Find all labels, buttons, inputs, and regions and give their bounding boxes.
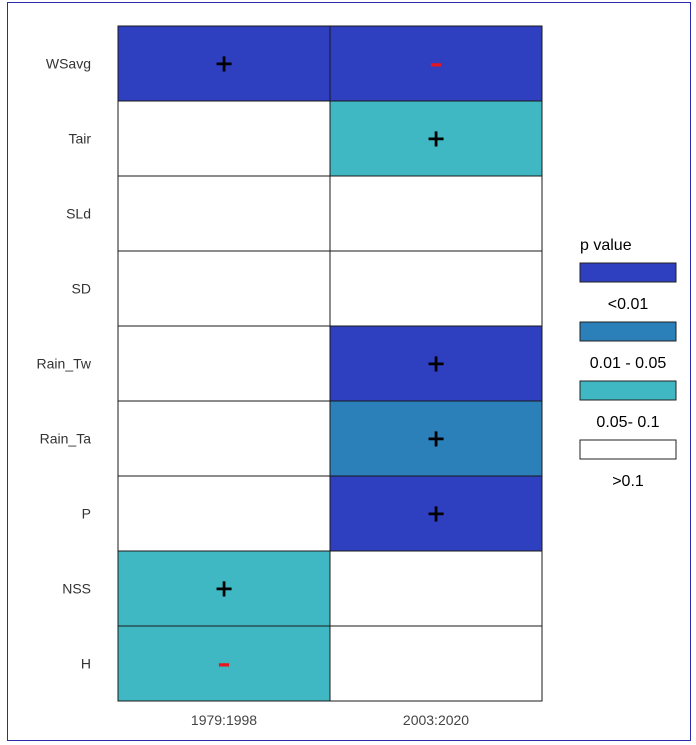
heatmap-cell [117, 400, 331, 477]
heatmap-cell [117, 475, 331, 552]
row-label: P [82, 506, 91, 522]
plus-sign: + [426, 125, 446, 153]
row-label: SD [72, 281, 91, 297]
minus-sign: – [430, 49, 443, 79]
heatmap-cell [329, 25, 543, 102]
legend-swatch [579, 262, 677, 283]
legend-label: 0.01 - 0.05 [590, 355, 667, 372]
heatmap-cell [329, 100, 543, 177]
heatmap-cell [117, 100, 331, 177]
heatmap-cell [329, 175, 543, 252]
heatmap-cell [117, 325, 331, 402]
heatmap-cell [117, 25, 331, 102]
legend-swatch [579, 321, 677, 342]
minus-sign: – [218, 649, 231, 679]
row-label: Tair [68, 131, 91, 147]
legend-title: p value [580, 237, 632, 254]
row-label: H [81, 656, 91, 672]
heatmap-cell [329, 550, 543, 627]
heatmap-cell [329, 325, 543, 402]
legend-label: >0.1 [612, 473, 644, 490]
row-label: SLd [66, 206, 91, 222]
heatmap-cell [117, 250, 331, 327]
column-label: 1979:1998 [191, 712, 257, 728]
row-label: Rain_Tw [37, 356, 92, 372]
heatmap-cell [117, 175, 331, 252]
plus-sign: + [426, 425, 446, 453]
heatmap-cell [117, 550, 331, 627]
row-label: WSavg [46, 56, 91, 72]
row-label: Rain_Ta [40, 431, 92, 447]
heatmap-cell [329, 400, 543, 477]
heatmap-cell [117, 625, 331, 702]
legend-swatch [579, 380, 677, 401]
legend-label: <0.01 [608, 296, 649, 313]
row-label: NSS [62, 581, 91, 597]
plus-sign: + [214, 575, 234, 603]
plus-sign: + [214, 50, 234, 78]
plus-sign: + [426, 350, 446, 378]
heatmap-cell [329, 625, 543, 702]
column-label: 2003:2020 [403, 712, 469, 728]
legend-label: 0.05- 0.1 [596, 414, 659, 431]
legend-swatch [579, 439, 677, 460]
heatmap-cell [329, 250, 543, 327]
plus-sign: + [426, 500, 446, 528]
